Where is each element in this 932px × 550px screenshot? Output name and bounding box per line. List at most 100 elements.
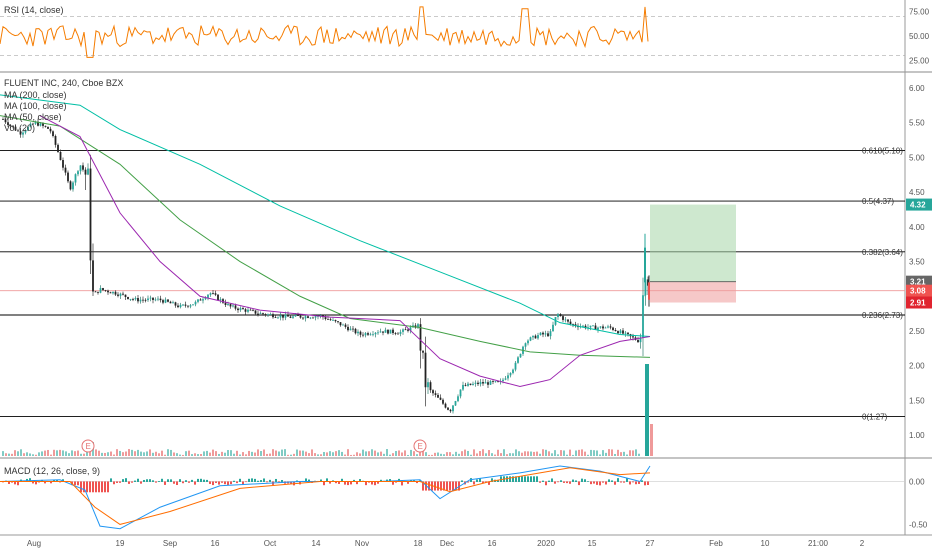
rsi-line bbox=[0, 6, 649, 58]
macd-histogram bbox=[2, 476, 649, 493]
volume-bar bbox=[80, 453, 82, 456]
volume-bar bbox=[224, 452, 226, 456]
volume-bar bbox=[338, 450, 340, 456]
macd-histogram-bar bbox=[602, 481, 604, 483]
volume-bar bbox=[419, 449, 421, 456]
macd-histogram-bar bbox=[392, 481, 394, 485]
volume-bar bbox=[221, 451, 223, 456]
volume-bar bbox=[587, 454, 589, 456]
symbol-title[interactable]: FLUENT INC, 240, Cboe BZX bbox=[4, 78, 124, 88]
macd-histogram-bar bbox=[179, 479, 181, 482]
candle-body bbox=[289, 316, 292, 318]
earnings-marker-label: E bbox=[86, 442, 91, 451]
macd-histogram-bar bbox=[200, 478, 202, 482]
volume-bar bbox=[476, 453, 478, 456]
volume-bar bbox=[179, 454, 181, 456]
price-tag-background bbox=[906, 275, 932, 288]
candle-body bbox=[67, 172, 69, 182]
time-axis-label: 16 bbox=[211, 539, 220, 548]
legend-ma100[interactable]: MA (100, close) bbox=[4, 101, 67, 111]
macd-histogram-bar bbox=[560, 480, 562, 482]
volume-bar bbox=[629, 450, 631, 456]
macd-histogram-bar bbox=[257, 480, 259, 482]
macd-histogram-bar bbox=[212, 481, 214, 486]
candle-body bbox=[314, 316, 317, 318]
candle-body bbox=[272, 314, 274, 318]
candles bbox=[2, 117, 650, 414]
legend-ma50[interactable]: MA (50, close) bbox=[4, 112, 62, 122]
volume-bar bbox=[482, 449, 484, 456]
candle-body bbox=[342, 324, 344, 326]
candle-body bbox=[172, 302, 174, 304]
candle-body bbox=[567, 319, 569, 322]
volume-bar bbox=[53, 449, 55, 456]
macd-histogram-bar bbox=[83, 481, 85, 493]
macd-histogram-bar bbox=[482, 481, 484, 484]
candle-body bbox=[367, 333, 369, 335]
legend-volume[interactable]: Vol (20) bbox=[4, 123, 36, 133]
candle-body bbox=[64, 167, 67, 173]
price-tag-label: 3.08 bbox=[910, 287, 926, 296]
volume-bar bbox=[284, 449, 286, 456]
legend-ma200[interactable]: MA (200, close) bbox=[4, 90, 67, 100]
macd-histogram-bar bbox=[227, 481, 229, 486]
candle-body bbox=[254, 310, 257, 314]
volume-bar bbox=[59, 449, 61, 456]
macd-histogram-bar bbox=[401, 481, 403, 486]
candle-body bbox=[354, 328, 357, 334]
candle-body bbox=[262, 313, 264, 315]
volume-bar bbox=[335, 451, 337, 456]
candle-body bbox=[389, 329, 392, 334]
volume-bar bbox=[509, 453, 511, 456]
macd-histogram-bar bbox=[143, 479, 145, 482]
macd-histogram-bar bbox=[344, 481, 346, 485]
volume-bar bbox=[125, 451, 127, 456]
candle-body bbox=[454, 401, 457, 406]
volume-bar bbox=[164, 454, 166, 456]
candle-body bbox=[87, 168, 89, 175]
macd-label[interactable]: MACD (12, 26, close, 9) bbox=[4, 466, 101, 476]
volume-bar bbox=[329, 451, 331, 456]
macd-histogram-bar bbox=[461, 480, 463, 482]
volume-bar bbox=[302, 450, 304, 456]
macd-histogram-bar bbox=[581, 478, 583, 482]
volume-bar bbox=[137, 449, 139, 456]
volume-bar bbox=[431, 454, 433, 456]
volume-bar bbox=[308, 453, 310, 456]
macd-histogram-bar bbox=[518, 476, 520, 482]
volume-bar bbox=[347, 449, 349, 456]
candle-body bbox=[227, 304, 229, 305]
candle-body bbox=[224, 302, 227, 305]
price-tick-label: 3.50 bbox=[909, 258, 925, 267]
volume-bar bbox=[623, 451, 625, 456]
macd-histogram-bar bbox=[335, 481, 337, 484]
volume-bar bbox=[230, 450, 232, 456]
volume-bar bbox=[440, 453, 442, 456]
volume-bar bbox=[593, 450, 595, 456]
macd-histogram-bar bbox=[128, 481, 130, 484]
macd-histogram-bar bbox=[155, 481, 157, 483]
volume-bar bbox=[533, 451, 535, 456]
volume-bar bbox=[257, 449, 259, 456]
candle-body bbox=[619, 330, 622, 334]
volume-bar bbox=[62, 450, 64, 456]
candle-body bbox=[452, 405, 454, 412]
macd-histogram-bar bbox=[230, 481, 232, 485]
candle-body bbox=[347, 326, 349, 331]
volume-bar bbox=[182, 454, 184, 456]
candle-body bbox=[319, 315, 322, 316]
macd-histogram-bar bbox=[467, 481, 469, 483]
macd-histogram-bar bbox=[491, 478, 493, 482]
macd-histogram-bar bbox=[584, 479, 586, 482]
candle-body bbox=[622, 330, 624, 334]
macd-histogram-bar bbox=[368, 481, 370, 483]
rsi-label[interactable]: RSI (14, close) bbox=[4, 5, 64, 15]
volume-bar bbox=[239, 454, 241, 456]
candle-body bbox=[237, 308, 239, 311]
candle-body bbox=[257, 313, 259, 315]
macd-histogram-bar bbox=[209, 481, 211, 484]
macd-histogram-bar bbox=[245, 481, 247, 483]
candle-body bbox=[179, 304, 182, 308]
volume-bar bbox=[530, 451, 532, 456]
